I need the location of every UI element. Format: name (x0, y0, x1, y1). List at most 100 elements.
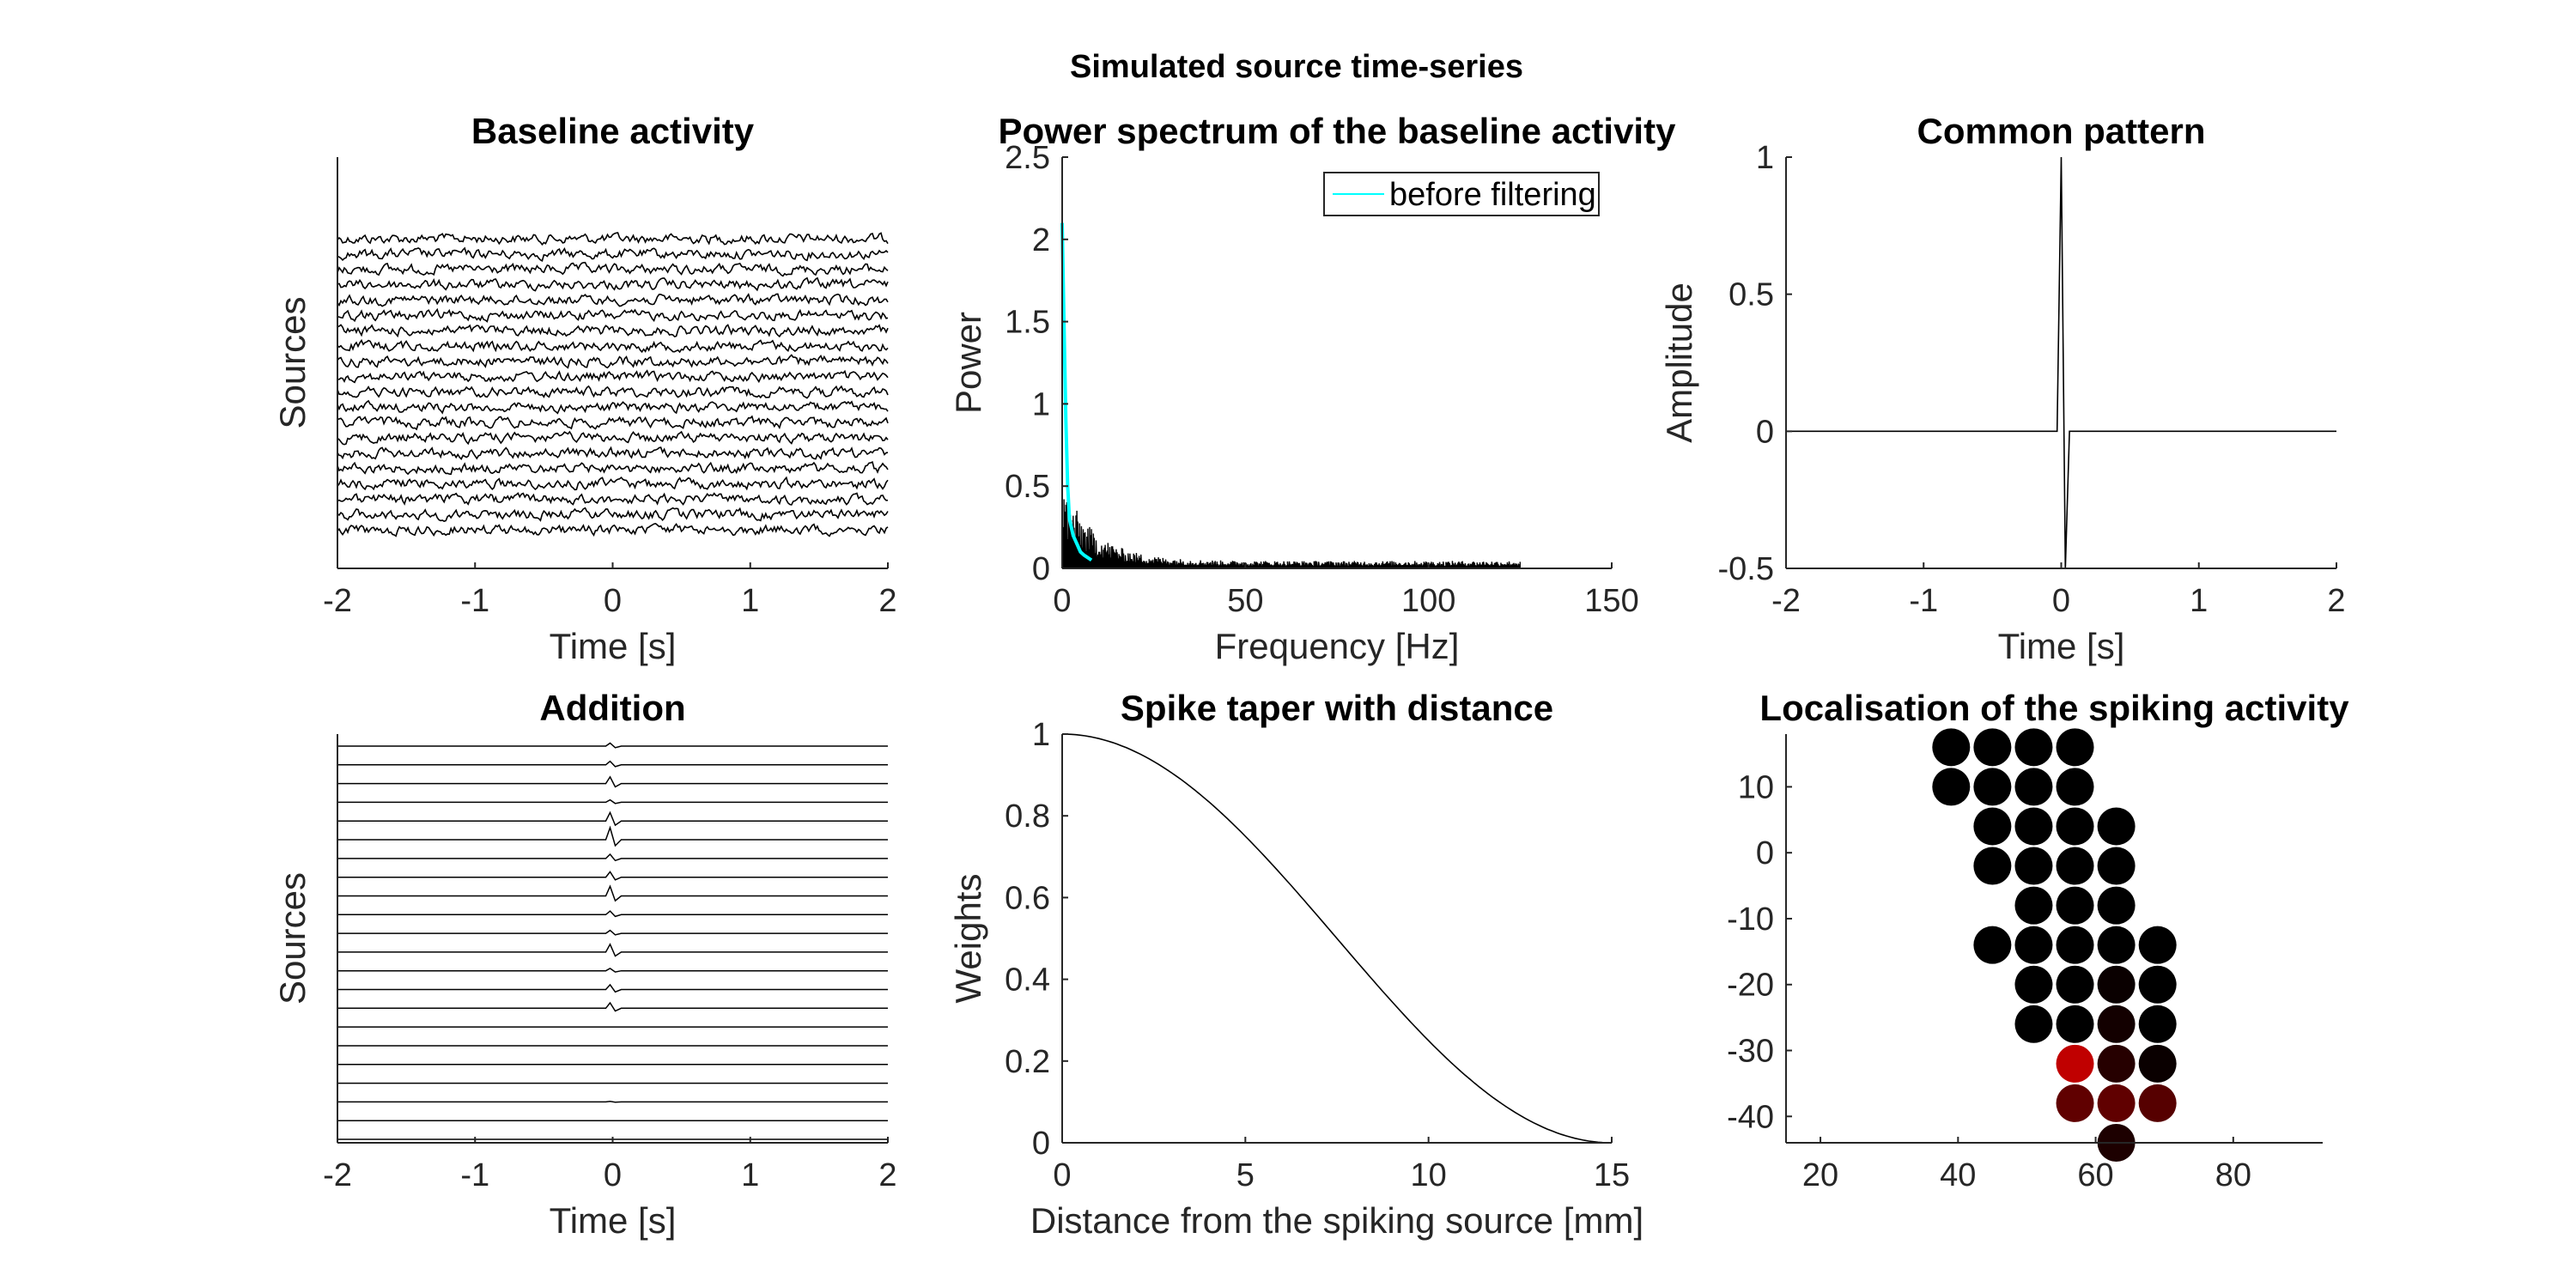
taper-xtick-label: 0 (1053, 1157, 1071, 1193)
pattern-ytick-label: 1 (1756, 140, 1774, 176)
baseline-trace (337, 324, 889, 338)
addition-trace (337, 853, 888, 862)
localisation-ytick-label: -10 (1727, 902, 1774, 938)
source-point (1973, 768, 2012, 806)
baseline-trace (337, 385, 889, 399)
baseline-xtick-label: -2 (323, 583, 352, 619)
taper-ytick-label: 0.8 (1005, 798, 1050, 835)
taper-xtick-label: 10 (1411, 1157, 1447, 1193)
spectrum-ytick-label: 0 (1032, 551, 1050, 587)
baseline-trace (337, 446, 889, 460)
taper-ytick-label: 0.4 (1005, 962, 1050, 999)
addition-trace (337, 811, 888, 827)
chart-baseline: Baseline activity -2 -1 0 1 2 Time [s] Sources (272, 111, 897, 666)
source-point (2056, 728, 2094, 767)
baseline-trace (337, 399, 889, 415)
spectrum-ytick-label: 1 (1032, 386, 1050, 422)
spectrum-xtick-label: 150 (1584, 583, 1638, 619)
localisation-xtick-label: 20 (1802, 1157, 1838, 1193)
baseline-trace (337, 369, 889, 384)
source-point (2097, 1005, 2136, 1043)
source-point (1932, 768, 1971, 806)
taper-ytick-label: 1 (1032, 717, 1050, 753)
source-point (2014, 965, 2053, 1004)
baseline-trace (337, 307, 889, 323)
addition-trace (337, 825, 888, 847)
source-point (2056, 807, 2094, 846)
addition-trace (337, 943, 888, 957)
source-point (2097, 1084, 2136, 1122)
spectrum-legend: before filtering (1323, 172, 1600, 216)
source-point (1973, 728, 2012, 767)
legend-entry: before filtering (1389, 177, 1596, 213)
localisation-xtick-label: 80 (2215, 1157, 2251, 1193)
source-point (2138, 1044, 2177, 1083)
addition-xtick-label: 0 (604, 1157, 622, 1193)
source-point (2056, 886, 2094, 925)
localisation-ytick-label: -30 (1727, 1034, 1774, 1070)
source-point (2097, 847, 2136, 885)
taper-ytick-label: 0.2 (1005, 1044, 1050, 1080)
taper-ytick-label: 0 (1032, 1126, 1050, 1162)
addition-ylabel: Sources (272, 872, 313, 1005)
source-point (2056, 965, 2094, 1004)
baseline-trace (337, 415, 889, 431)
source-point (2138, 965, 2177, 1004)
baseline-xtick-label: 0 (604, 583, 622, 619)
source-point (2014, 847, 2053, 885)
chart-spectrum: Power spectrum of the baseline activity 0… (948, 111, 1676, 666)
source-point (2056, 847, 2094, 885)
localisation-ytick-label: 10 (1738, 769, 1774, 805)
source-point (2014, 807, 2053, 846)
baseline-trace (337, 293, 889, 307)
spectrum-series-line (1060, 222, 1093, 562)
spectrum-ytick-label: 2.5 (1005, 140, 1050, 176)
pattern-title: Common pattern (1917, 111, 2206, 151)
chart-addition: Addition -2 -1 0 1 2 Time [s] Sources (272, 688, 897, 1241)
addition-title: Addition (539, 688, 685, 728)
source-point (2097, 926, 2136, 964)
addition-trace (337, 910, 888, 918)
addition-trace (337, 742, 888, 749)
source-point (1973, 926, 2012, 964)
source-point (2056, 768, 2094, 806)
source-point (1973, 847, 2012, 885)
baseline-xlabel: Time [s] (550, 626, 677, 666)
baseline-trace (337, 246, 889, 262)
source-point (2056, 1084, 2094, 1122)
source-point (2014, 1005, 2053, 1043)
spectrum-xtick-label: 100 (1401, 583, 1455, 619)
pattern-line (1786, 156, 2336, 569)
addition-trace (337, 983, 888, 993)
chart-pattern: Common pattern -2 -1 0 1 2 -0.5 0 0.5 1 Time [s] Am… (1659, 111, 2346, 666)
addition-trace (337, 968, 888, 973)
chart-localisation: Localisation of the spiking activity 20 40… (1727, 688, 2349, 1193)
localisation-xtick-label: 40 (1940, 1157, 1976, 1193)
source-point (2014, 768, 2053, 806)
pattern-xlabel: Time [s] (1998, 626, 2125, 666)
baseline-trace (337, 507, 889, 522)
addition-xtick-label: -2 (323, 1157, 352, 1193)
baseline-xtick-label: -1 (460, 583, 489, 619)
baseline-title: Baseline activity (471, 111, 755, 151)
baseline-xtick-label: 1 (741, 583, 759, 619)
baseline-trace (337, 476, 889, 491)
localisation-xtick-label: 60 (2077, 1157, 2113, 1193)
source-point (2014, 926, 2053, 964)
baseline-trace (337, 492, 889, 506)
source-point (2138, 1005, 2177, 1043)
localisation-ytick-label: -20 (1727, 968, 1774, 1004)
source-point (2097, 886, 2136, 925)
pattern-ytick-label: 0.5 (1728, 277, 1774, 313)
taper-xtick-label: 5 (1236, 1157, 1255, 1193)
baseline-trace (337, 232, 889, 246)
spectrum-title: Power spectrum of the baseline activity (999, 111, 1677, 151)
chart-taper: Spike taper with distance 0 5 10 15 0 0.2 0.4 0.… (948, 688, 1643, 1241)
taper-ytick-label: 0.6 (1005, 880, 1050, 916)
pattern-xtick-label: -2 (1771, 583, 1801, 619)
source-point (2056, 926, 2094, 964)
pattern-xtick-label: 0 (2052, 583, 2070, 619)
addition-xtick-label: 1 (741, 1157, 759, 1193)
taper-xlabel: Distance from the spiking source [mm] (1030, 1200, 1643, 1241)
